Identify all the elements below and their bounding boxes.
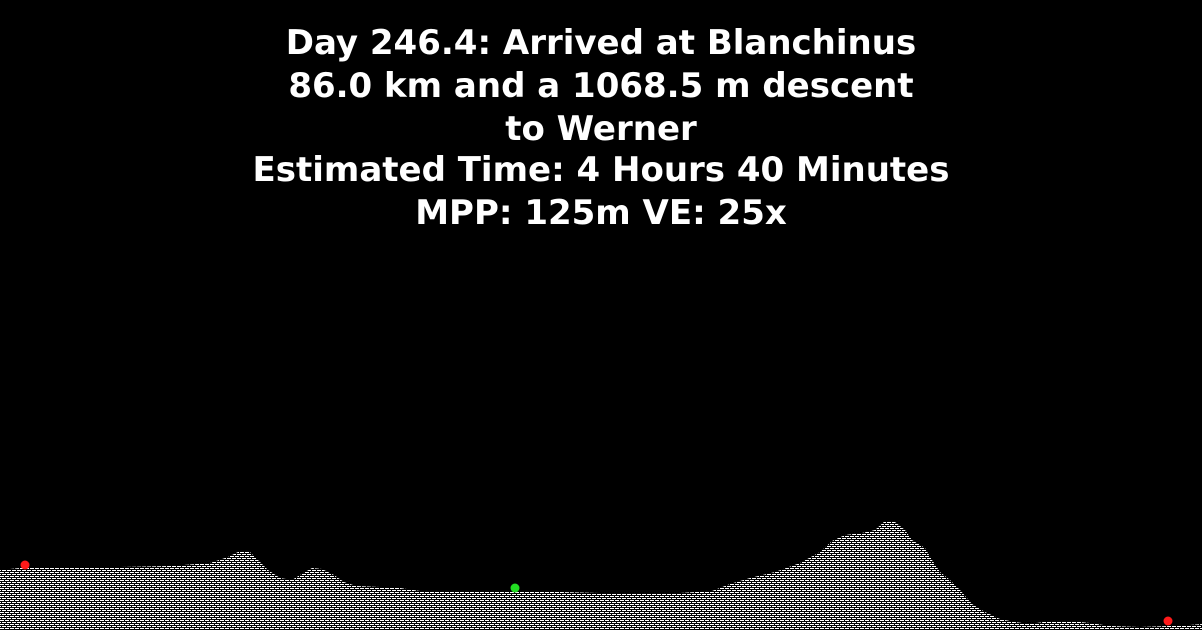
current-position-marker bbox=[510, 583, 520, 593]
terrain-fill bbox=[0, 521, 1202, 630]
estimated-time-text: Estimated Time: 4 Hours 40 Minutes bbox=[252, 150, 950, 190]
start-marker bbox=[20, 560, 30, 570]
day-arrival-title: Day 246.4: Arrived at Blanchinus bbox=[285, 23, 917, 63]
end-marker bbox=[1163, 616, 1173, 626]
route-info-header: Day 246.4: Arrived at Blanchinus 86.0 km… bbox=[0, 22, 1202, 235]
distance-descent-text: 86.0 km and a 1068.5 m descent to Werner bbox=[288, 66, 914, 149]
scale-info-text: MPP: 125m VE: 25x bbox=[415, 193, 787, 233]
